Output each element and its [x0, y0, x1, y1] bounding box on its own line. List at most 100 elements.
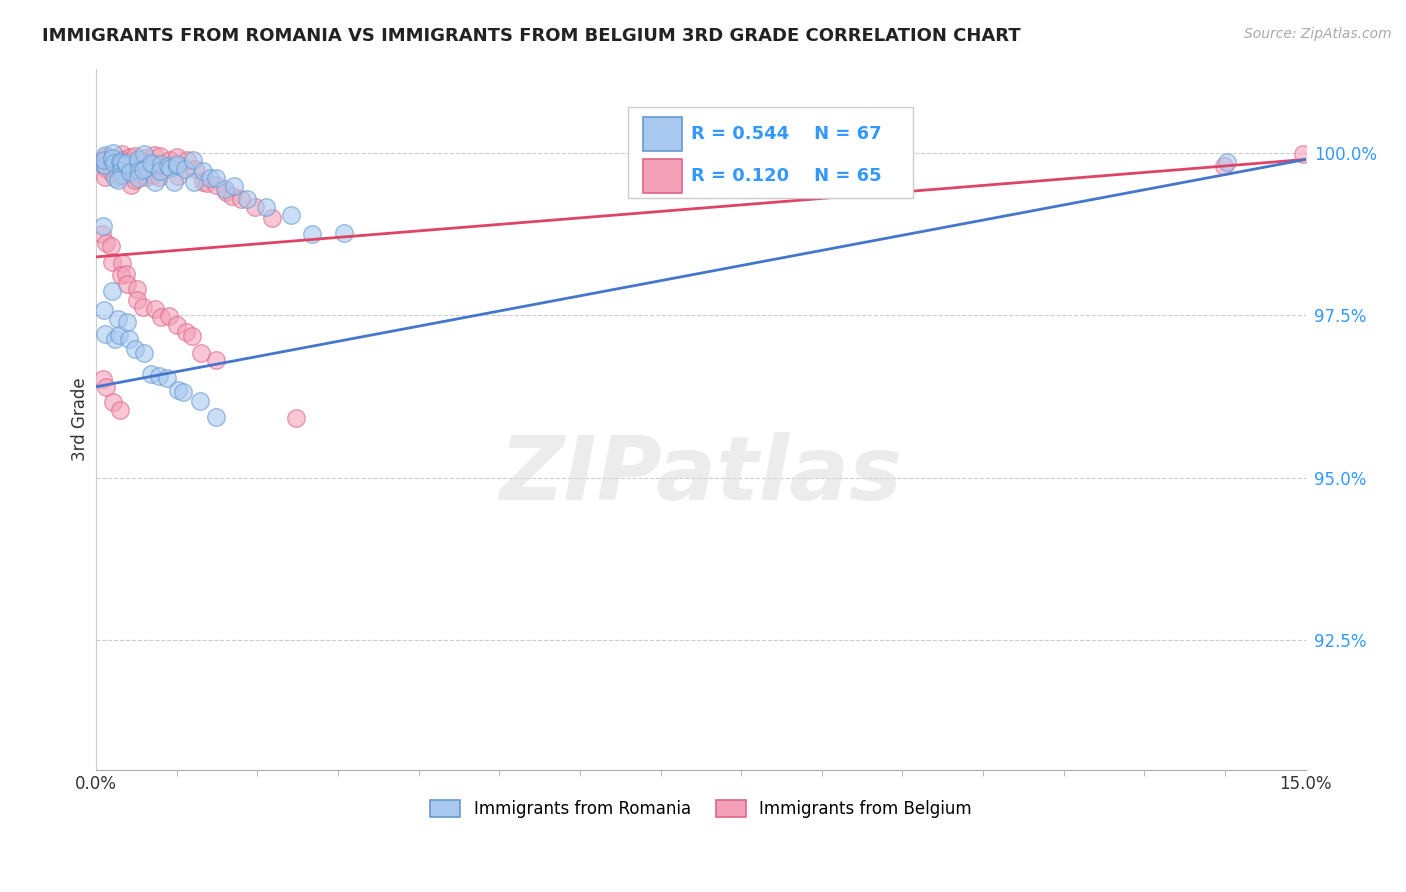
- Point: [245, 200, 267, 214]
- Point: [104, 332, 127, 346]
- Point: [1292, 147, 1315, 161]
- Point: [301, 227, 323, 241]
- Point: [134, 147, 156, 161]
- Point: [94, 235, 117, 250]
- Point: [1215, 155, 1237, 169]
- Point: [176, 153, 198, 168]
- Point: [184, 162, 207, 177]
- Point: [120, 150, 142, 164]
- Point: [127, 155, 149, 169]
- Point: [195, 176, 218, 190]
- Point: [96, 380, 118, 394]
- Point: [90, 227, 112, 241]
- Point: [285, 411, 308, 425]
- Point: [115, 156, 138, 170]
- Point: [191, 175, 214, 189]
- Point: [135, 161, 157, 176]
- Point: [101, 159, 124, 173]
- Point: [167, 169, 190, 183]
- Point: [101, 153, 124, 167]
- Point: [156, 159, 179, 173]
- Point: [100, 156, 122, 170]
- Point: [111, 152, 134, 166]
- Point: [215, 185, 238, 199]
- Point: [127, 170, 149, 185]
- Point: [93, 153, 115, 168]
- Point: [198, 170, 221, 185]
- Point: [205, 410, 228, 425]
- Point: [110, 155, 132, 169]
- Point: [111, 157, 134, 171]
- Point: [124, 342, 146, 356]
- Point: [139, 156, 162, 170]
- Point: [172, 384, 194, 399]
- FancyBboxPatch shape: [643, 159, 682, 193]
- Point: [149, 148, 172, 162]
- Point: [166, 318, 188, 332]
- Text: IMMIGRANTS FROM ROMANIA VS IMMIGRANTS FROM BELGIUM 3RD GRADE CORRELATION CHART: IMMIGRANTS FROM ROMANIA VS IMMIGRANTS FR…: [42, 27, 1021, 45]
- Point: [124, 149, 146, 163]
- Point: [166, 156, 188, 170]
- Point: [118, 333, 141, 347]
- Point: [156, 371, 179, 385]
- Legend: Immigrants from Romania, Immigrants from Belgium: Immigrants from Romania, Immigrants from…: [423, 793, 979, 825]
- Point: [190, 346, 212, 360]
- Point: [107, 312, 129, 326]
- Point: [110, 164, 132, 178]
- Point: [143, 147, 166, 161]
- Point: [159, 161, 181, 176]
- Point: [110, 402, 132, 417]
- Point: [204, 353, 226, 368]
- Point: [115, 277, 138, 292]
- Point: [159, 153, 181, 167]
- Point: [134, 151, 156, 165]
- Point: [224, 179, 246, 194]
- Point: [93, 158, 115, 172]
- Y-axis label: 3rd Grade: 3rd Grade: [72, 377, 89, 461]
- Point: [100, 255, 122, 269]
- Point: [174, 162, 197, 177]
- Point: [94, 148, 117, 162]
- Point: [148, 369, 170, 384]
- Point: [163, 175, 186, 189]
- Point: [108, 155, 131, 169]
- Point: [100, 238, 122, 252]
- Point: [127, 152, 149, 166]
- Point: [166, 159, 188, 173]
- Point: [115, 315, 138, 329]
- Point: [191, 164, 214, 178]
- Point: [143, 175, 166, 189]
- Point: [124, 173, 146, 187]
- Point: [132, 300, 155, 314]
- FancyBboxPatch shape: [643, 117, 682, 151]
- Point: [93, 150, 115, 164]
- Point: [262, 211, 284, 226]
- Point: [115, 158, 138, 172]
- Point: [111, 147, 134, 161]
- Point: [111, 256, 134, 270]
- Point: [166, 383, 188, 397]
- Point: [141, 367, 163, 381]
- Point: [118, 164, 141, 178]
- Point: [128, 164, 150, 178]
- Point: [1212, 159, 1234, 173]
- Point: [142, 169, 165, 183]
- Point: [231, 193, 253, 207]
- Text: R = 0.120    N = 65: R = 0.120 N = 65: [692, 167, 882, 185]
- Text: R = 0.544    N = 67: R = 0.544 N = 67: [692, 125, 882, 143]
- Point: [101, 151, 124, 165]
- Point: [127, 281, 149, 295]
- Point: [115, 267, 138, 281]
- Point: [103, 395, 125, 409]
- Point: [205, 171, 228, 186]
- Point: [103, 171, 125, 186]
- Point: [181, 329, 204, 343]
- Point: [132, 163, 155, 178]
- Point: [135, 170, 157, 185]
- Point: [125, 293, 148, 307]
- FancyBboxPatch shape: [628, 107, 912, 198]
- Point: [93, 219, 115, 233]
- Point: [221, 188, 243, 202]
- Point: [157, 309, 180, 323]
- Point: [93, 158, 115, 172]
